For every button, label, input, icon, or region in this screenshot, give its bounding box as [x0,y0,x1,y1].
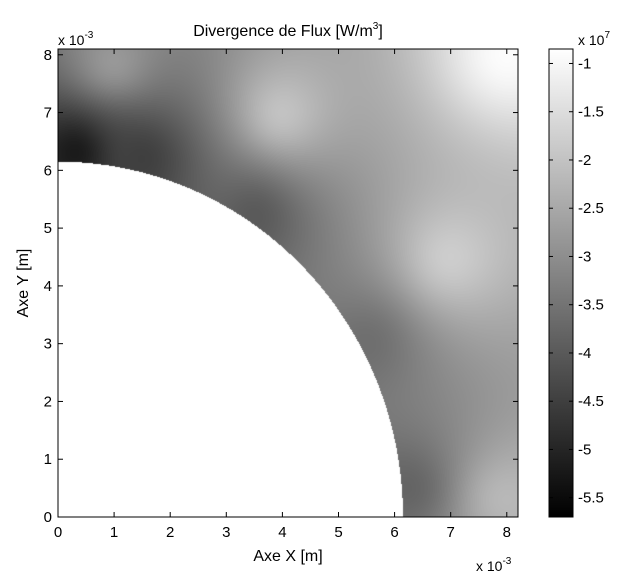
y-tick-label: 0 [44,509,52,526]
y-multiplier: x 10-3 [58,30,94,48]
y-tick-label: 6 [44,162,52,179]
y-tick-label: 5 [44,220,52,237]
colorbar-tick-label: -3.5 [578,297,604,314]
colorbar-tick-label: -2.5 [578,200,604,217]
colorbar-tick-label: -5 [578,441,591,458]
x-tick-label: 5 [334,524,342,541]
x-tick-label: 1 [110,524,118,541]
x-tick-label: 4 [278,524,286,541]
y-tick-label: 7 [44,105,52,122]
y-tick-label: 1 [44,451,52,468]
x-axis-label: Axe X [m] [253,548,322,565]
y-axis: 0 1 2 3 4 5 6 7 8 [44,47,518,526]
y-tick-label: 8 [44,47,52,64]
heatmap [58,49,518,517]
x-tick-label: 7 [447,524,455,541]
x-multiplier: x 10-3 [476,556,512,573]
colorbar-tick-label: -3 [578,248,591,265]
colorbar-multiplier: x 107 [578,30,610,48]
y-tick-label: 2 [44,393,52,410]
x-tick-label: 0 [54,524,62,541]
colorbar-tick-label: -1.5 [578,104,604,121]
colorbar [548,48,574,518]
x-tick-label: 6 [390,524,398,541]
x-tick-label: 3 [222,524,230,541]
y-tick-label: 3 [44,336,52,353]
colorbar-tick-label: -1 [578,55,591,72]
plot-area-frame [57,48,519,518]
y-tick-label: 4 [44,278,52,295]
colorbar-tick-label: -5.5 [578,490,604,507]
x-axis: 0 1 2 3 4 5 6 7 8 [54,49,511,541]
colorbar-tick-label: -4 [578,345,591,362]
chart-title: Divergence de Flux [W/m3] [193,21,383,40]
colorbar-ticks: -1 -1.5 -2 -2.5 -3 -3.5 -4 -4.5 -5 -5.5 [549,55,604,507]
colorbar-tick-label: -2 [578,152,591,169]
y-axis-label: Axe Y [m] [15,249,32,318]
x-tick-label: 8 [503,524,511,541]
colorbar-tick-label: -4.5 [578,393,604,410]
x-tick-label: 2 [166,524,174,541]
